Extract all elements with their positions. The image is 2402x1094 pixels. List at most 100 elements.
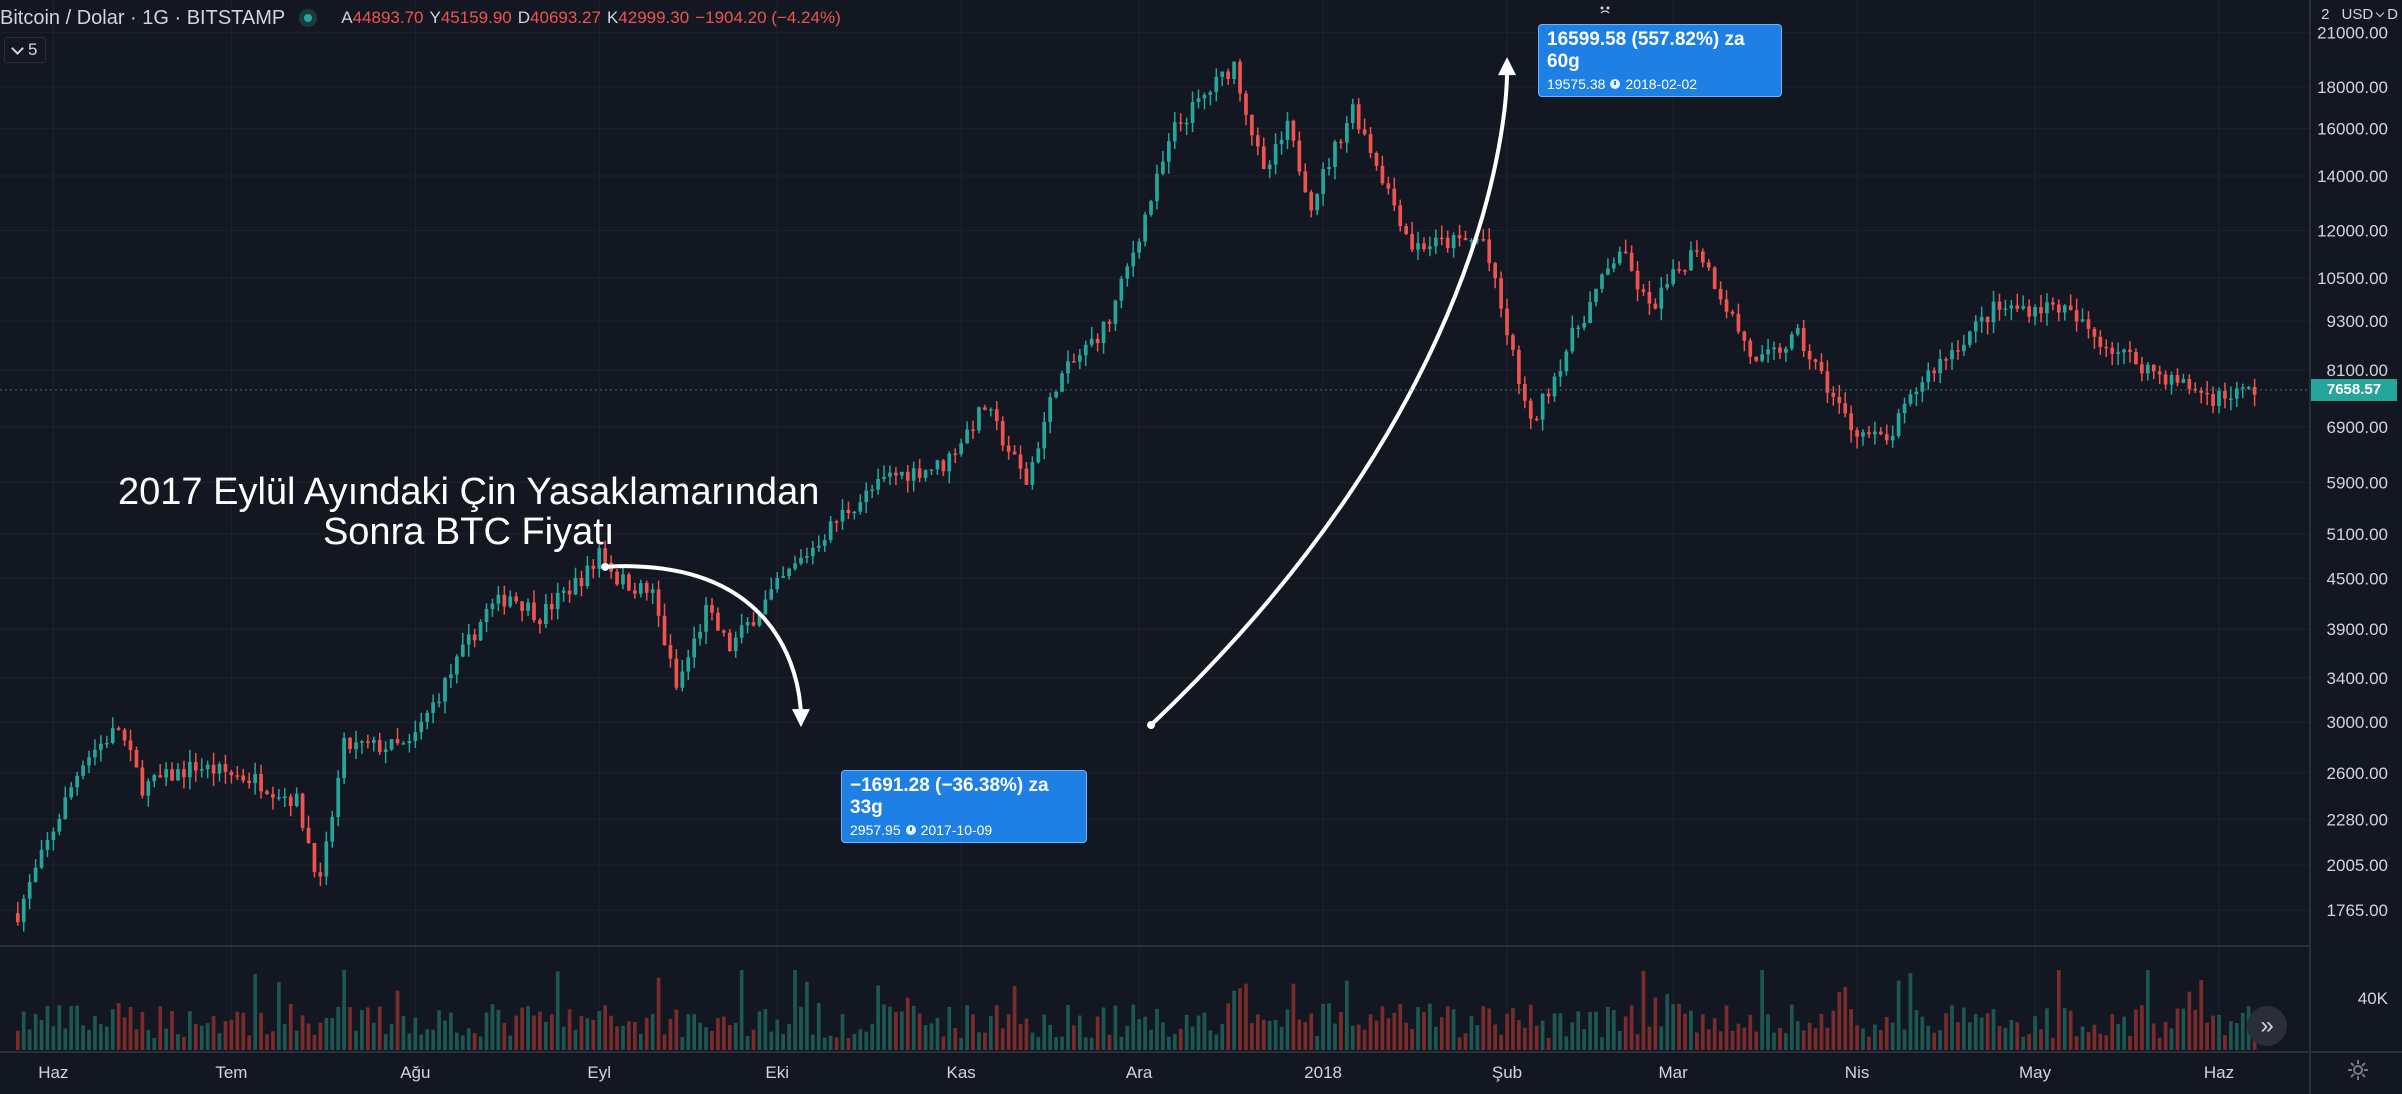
volume-bar bbox=[2033, 1016, 2037, 1050]
candle-body bbox=[45, 840, 50, 850]
volume-bar bbox=[2039, 1029, 2043, 1050]
chart-text-annotation[interactable]: 2017 Eylül Ayındaki Çin Yasaklamarından … bbox=[118, 472, 819, 552]
volume-bar bbox=[1600, 1037, 1604, 1050]
x-tick-label: Kas bbox=[947, 1063, 976, 1082]
volume-bar bbox=[1611, 1010, 1616, 1050]
candle-body bbox=[1499, 278, 1503, 309]
volume-bar bbox=[911, 1005, 916, 1050]
volume-bar bbox=[834, 1037, 839, 1050]
candle-body bbox=[882, 476, 886, 480]
volume-bar bbox=[538, 1011, 542, 1050]
candle-body bbox=[1119, 278, 1124, 301]
volume-bar bbox=[2181, 1008, 2186, 1050]
candle-body bbox=[585, 565, 590, 587]
volume-bar bbox=[1908, 973, 1913, 1050]
candle-body bbox=[1172, 122, 1177, 142]
candle-body bbox=[538, 620, 542, 625]
volume-bar bbox=[864, 1031, 869, 1050]
candle-body bbox=[182, 769, 186, 778]
settings-gear-icon[interactable] bbox=[2346, 1058, 2370, 1082]
volume-bar bbox=[188, 1011, 192, 1050]
scroll-to-realtime-button[interactable]: » bbox=[2247, 1006, 2287, 1046]
candle-body bbox=[401, 743, 406, 745]
candle-body bbox=[1392, 188, 1397, 206]
volume-bar bbox=[1410, 1028, 1414, 1050]
candle-body bbox=[81, 765, 85, 776]
volume-bar bbox=[805, 981, 809, 1050]
volume-bar bbox=[526, 1006, 530, 1050]
volume-bar bbox=[205, 1023, 210, 1050]
volume-bar bbox=[1825, 1027, 1830, 1050]
volume-bar bbox=[21, 1011, 26, 1050]
measurement-arrows bbox=[601, 6, 1610, 841]
candle-body bbox=[1920, 382, 1925, 392]
volume-bar bbox=[900, 1011, 904, 1050]
volume-bar bbox=[745, 1036, 750, 1050]
current-price-label: 7658.57 bbox=[2311, 378, 2397, 401]
candle-body bbox=[1926, 370, 1931, 383]
volume-bar bbox=[822, 1037, 827, 1050]
volume-bar bbox=[852, 1033, 857, 1050]
candle-body bbox=[1873, 431, 1877, 435]
volume-bar bbox=[1665, 993, 1670, 1050]
volume-bar bbox=[662, 1034, 667, 1050]
candle-body bbox=[1795, 328, 1800, 335]
candle-body bbox=[680, 671, 685, 688]
candle-body bbox=[1695, 250, 1699, 252]
open-label: A bbox=[341, 8, 353, 27]
candle-body bbox=[745, 622, 750, 626]
volume-bar bbox=[1356, 1024, 1361, 1050]
volume-bar bbox=[1742, 1027, 1747, 1050]
candle-body bbox=[158, 775, 163, 778]
candle-body bbox=[983, 407, 987, 410]
volume-bar bbox=[1724, 1005, 1729, 1050]
volume-bar bbox=[1190, 1026, 1195, 1050]
volume-bar bbox=[259, 1012, 263, 1050]
candle-body bbox=[1267, 164, 1272, 170]
candle-body bbox=[2229, 398, 2233, 401]
volume-bar bbox=[81, 1025, 85, 1050]
volume-bar bbox=[1712, 1018, 1717, 1050]
candle-body bbox=[300, 793, 305, 828]
volume-bar bbox=[935, 1017, 940, 1050]
candle-body bbox=[1137, 241, 1142, 253]
volume-bar bbox=[2009, 1020, 2014, 1050]
volume-bar bbox=[2074, 1036, 2079, 1050]
candle-body bbox=[1439, 237, 1444, 240]
volume-bar bbox=[1890, 1022, 1895, 1050]
volume-bar bbox=[514, 1015, 519, 1050]
y-tick-label: 3400.00 bbox=[2327, 669, 2388, 688]
volume-bar bbox=[1606, 1006, 1610, 1050]
measurement-start-point bbox=[601, 562, 610, 571]
axis-top-fragment: 2 bbox=[2321, 6, 2330, 23]
candle-body bbox=[2175, 374, 2180, 383]
measurement-label-rise[interactable]: 16599.58 (557.82%) za 60g 19575.38 2018-0… bbox=[1538, 24, 1782, 97]
volume-bar bbox=[1131, 1004, 1136, 1050]
volume-bar bbox=[182, 1036, 186, 1050]
candle-body bbox=[1505, 308, 1509, 336]
indicators-toggle-button[interactable]: 5 bbox=[4, 37, 47, 63]
currency-selector[interactable]: 2 USD D bbox=[2321, 6, 2398, 23]
volume-bar bbox=[1659, 1026, 1664, 1050]
volume-bar bbox=[241, 1012, 246, 1050]
volume-bar bbox=[1066, 1004, 1070, 1050]
candle-body bbox=[1481, 239, 1486, 241]
volume-bar bbox=[371, 1022, 376, 1050]
volume-bar bbox=[585, 1018, 590, 1050]
y-tick-label: 2005.00 bbox=[2327, 856, 2388, 875]
candle-body bbox=[828, 521, 833, 541]
candle-body bbox=[805, 556, 809, 558]
candle-body bbox=[2092, 328, 2097, 337]
volume-bar bbox=[366, 1007, 370, 1050]
volume-bar bbox=[63, 1028, 68, 1050]
measurement-label-drop[interactable]: −1691.28 (−36.38%) za 33g 2957.95 2017-10… bbox=[841, 770, 1087, 843]
volume-bar bbox=[277, 982, 281, 1050]
symbol-title[interactable]: Bitcoin / Dolar · 1G · BITSTAMP bbox=[0, 6, 286, 29]
volume-bar bbox=[2098, 1033, 2103, 1050]
volume-bar bbox=[2240, 1012, 2245, 1050]
candle-body bbox=[1991, 301, 1996, 323]
volume-bar bbox=[318, 1022, 323, 1050]
candle-body bbox=[1149, 201, 1153, 215]
volume-bar bbox=[1475, 1025, 1480, 1050]
